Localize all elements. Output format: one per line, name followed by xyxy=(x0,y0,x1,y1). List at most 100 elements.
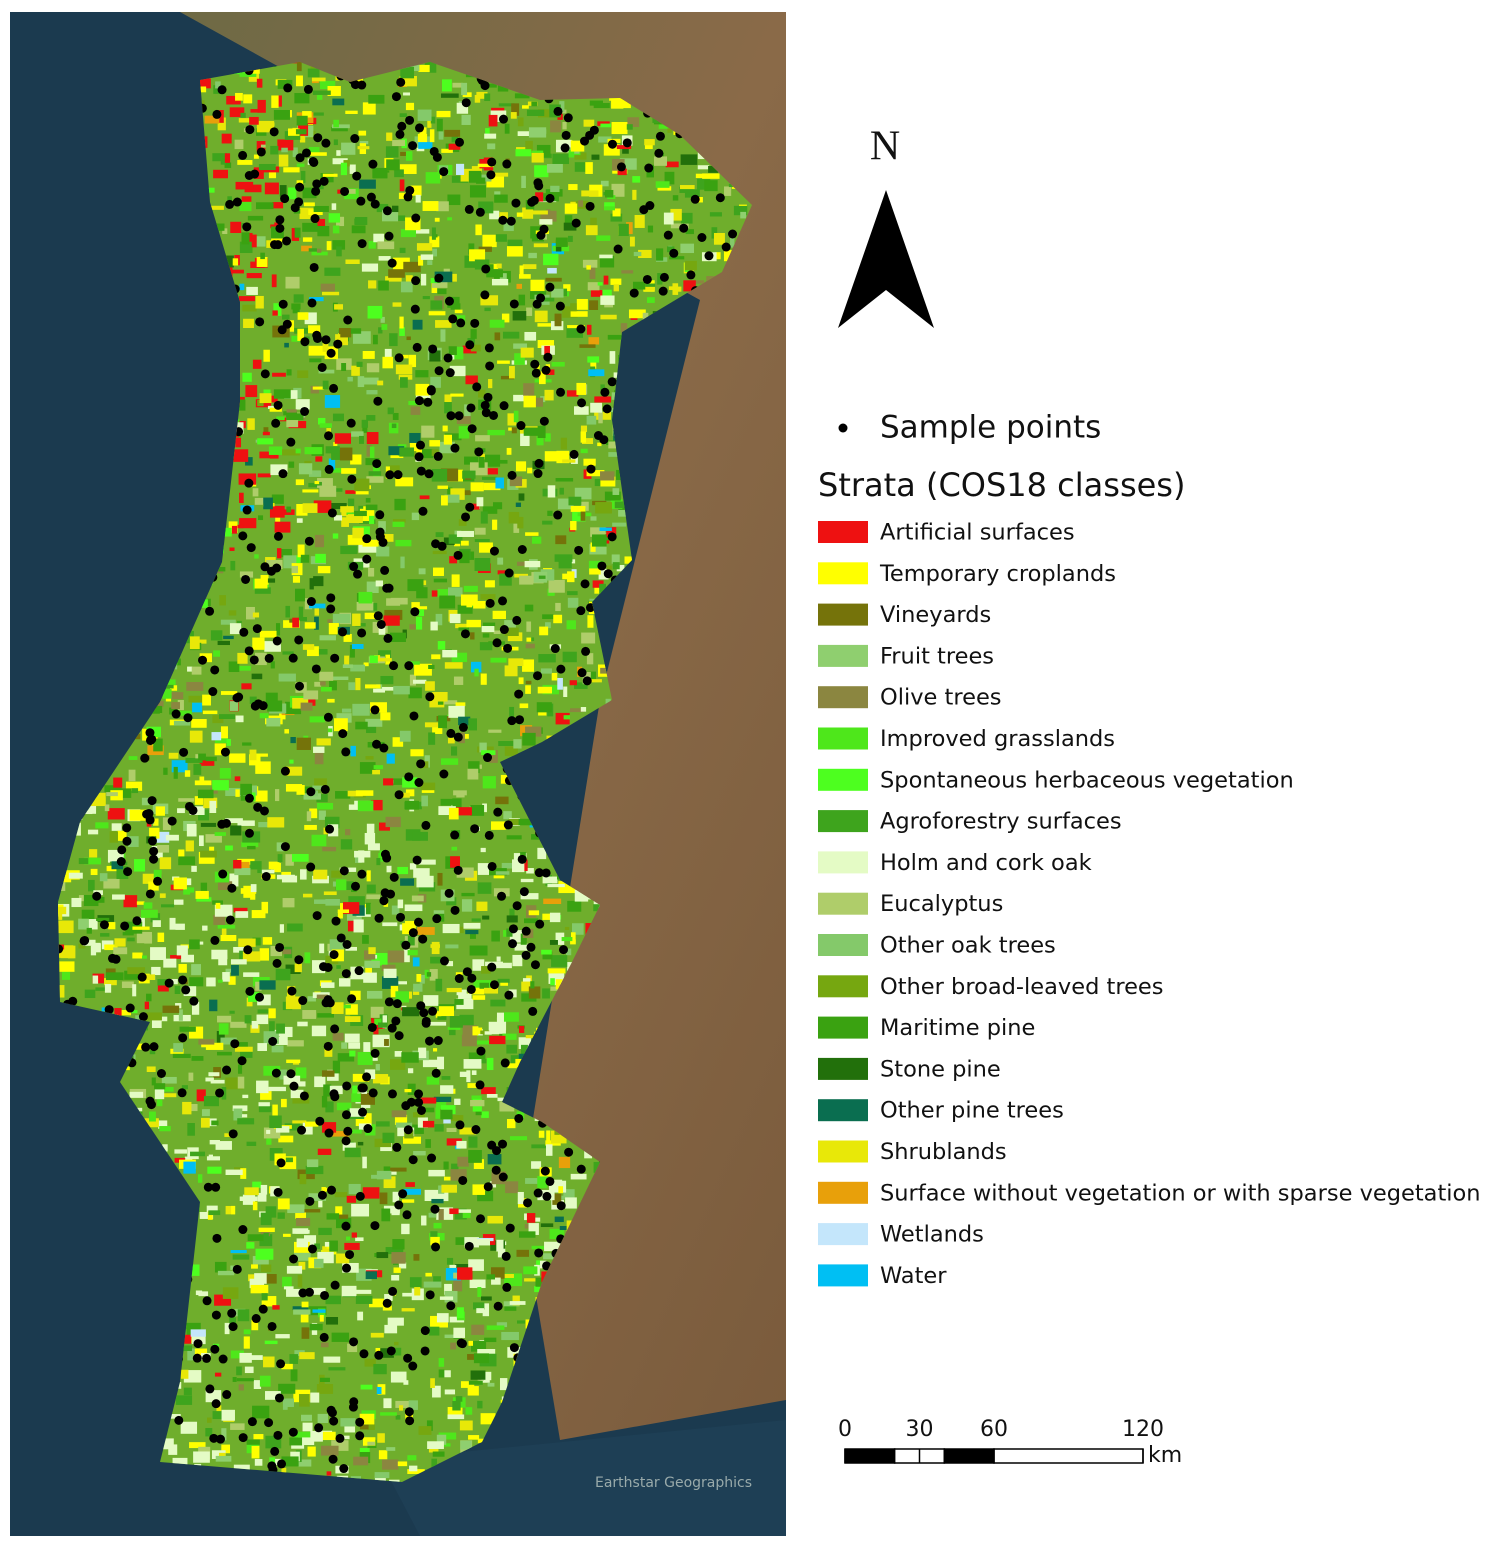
land-cover-patch xyxy=(207,1211,213,1220)
land-cover-patch xyxy=(88,879,95,892)
land-cover-patch xyxy=(456,989,467,996)
land-cover-patch xyxy=(526,621,532,632)
land-cover-patch xyxy=(589,100,603,106)
land-cover-patch xyxy=(241,841,259,848)
land-cover-patch xyxy=(472,1026,479,1036)
land-cover-patch xyxy=(530,981,535,989)
land-cover-patch xyxy=(285,784,303,792)
land-cover-patch xyxy=(537,425,546,439)
land-cover-patch xyxy=(341,708,352,713)
land-cover-patch xyxy=(266,1129,271,1134)
land-cover-patch xyxy=(112,894,125,900)
land-cover-patch xyxy=(281,871,291,876)
land-cover-patch xyxy=(111,861,124,870)
land-cover-patch xyxy=(220,156,227,165)
land-cover-patch xyxy=(252,488,259,497)
land-cover-patch xyxy=(237,665,251,671)
land-cover-patch xyxy=(239,950,244,961)
land-cover-patch xyxy=(453,676,464,685)
land-cover-patch xyxy=(418,1047,427,1059)
land-cover-patch xyxy=(349,164,356,174)
land-cover-patch xyxy=(536,1260,543,1268)
land-cover-patch xyxy=(680,243,695,254)
land-cover-patch xyxy=(297,1021,308,1027)
land-cover-patch xyxy=(293,1241,310,1253)
land-cover-patch xyxy=(530,279,545,291)
land-cover-patch xyxy=(360,1384,373,1390)
land-cover-patch xyxy=(433,910,445,917)
land-cover-patch xyxy=(301,245,312,252)
land-cover-patch xyxy=(239,1352,252,1363)
land-cover-patch xyxy=(325,898,340,906)
land-cover-patch xyxy=(567,235,573,242)
land-cover-patch xyxy=(365,902,371,915)
land-cover-patch xyxy=(458,519,467,526)
land-cover-patch xyxy=(444,1389,456,1395)
land-cover-patch xyxy=(378,623,386,635)
land-cover-patch xyxy=(146,1012,162,1021)
land-cover-patch xyxy=(574,152,587,160)
land-cover-patch xyxy=(379,686,395,691)
land-cover-patch xyxy=(166,692,184,700)
land-cover-patch xyxy=(594,584,601,594)
land-cover-patch xyxy=(142,728,148,741)
land-cover-patch xyxy=(298,606,304,620)
land-cover-patch xyxy=(634,214,645,228)
land-cover-patch xyxy=(104,944,118,951)
land-cover-patch xyxy=(500,982,509,986)
land-cover-patch xyxy=(275,513,281,524)
land-cover-patch xyxy=(713,232,725,245)
land-cover-patch xyxy=(519,575,534,585)
land-cover-patch xyxy=(546,1130,551,1141)
land-cover-patch xyxy=(372,1074,389,1084)
land-cover-patch xyxy=(159,1126,171,1132)
land-cover-patch xyxy=(157,932,165,942)
land-cover-patch xyxy=(225,845,233,851)
land-cover-patch xyxy=(114,1008,122,1019)
land-cover-patch xyxy=(299,1174,307,1185)
land-cover-patch xyxy=(365,1271,377,1280)
land-cover-patch xyxy=(574,682,588,689)
land-cover-patch xyxy=(382,922,398,927)
land-cover-patch xyxy=(600,180,609,187)
land-cover-patch xyxy=(319,635,336,641)
land-cover-patch xyxy=(232,1105,248,1112)
land-cover-patch xyxy=(189,1442,206,1449)
land-cover-patch xyxy=(254,578,268,589)
land-cover-patch xyxy=(287,187,297,200)
land-cover-patch xyxy=(400,151,409,156)
land-cover-patch xyxy=(374,1475,386,1482)
land-cover-patch xyxy=(670,208,682,221)
land-cover-patch xyxy=(523,1266,538,1275)
land-cover-patch xyxy=(580,431,587,443)
land-cover-patch xyxy=(495,477,505,489)
land-cover-patch xyxy=(173,720,191,726)
land-cover-patch xyxy=(609,351,616,364)
land-cover-patch xyxy=(78,943,86,949)
land-cover-patch xyxy=(321,1431,336,1441)
land-cover-patch xyxy=(547,510,553,516)
land-cover-patch xyxy=(208,1154,213,1159)
land-cover-patch xyxy=(527,467,533,474)
land-cover-patch xyxy=(497,360,510,364)
land-cover-patch xyxy=(294,963,302,973)
land-cover-patch xyxy=(377,380,384,386)
land-cover-patch xyxy=(115,1009,132,1016)
land-cover-patch xyxy=(526,109,545,117)
land-cover-patch xyxy=(461,114,471,125)
land-cover-patch xyxy=(163,1086,174,1092)
land-cover-patch xyxy=(267,578,276,583)
land-cover-patch xyxy=(364,960,380,968)
land-cover-patch xyxy=(116,830,127,841)
land-cover-patch xyxy=(196,86,207,93)
land-cover-patch xyxy=(259,1375,271,1387)
land-cover-patch xyxy=(404,800,419,810)
land-cover-patch xyxy=(268,1008,276,1019)
land-cover-patch xyxy=(120,788,132,798)
land-cover-patch xyxy=(426,972,432,977)
land-cover-patch xyxy=(368,471,382,476)
land-cover-patch xyxy=(297,370,309,378)
land-cover-patch xyxy=(526,1213,536,1223)
land-cover-patch xyxy=(417,109,432,121)
land-cover-patch xyxy=(545,369,555,375)
